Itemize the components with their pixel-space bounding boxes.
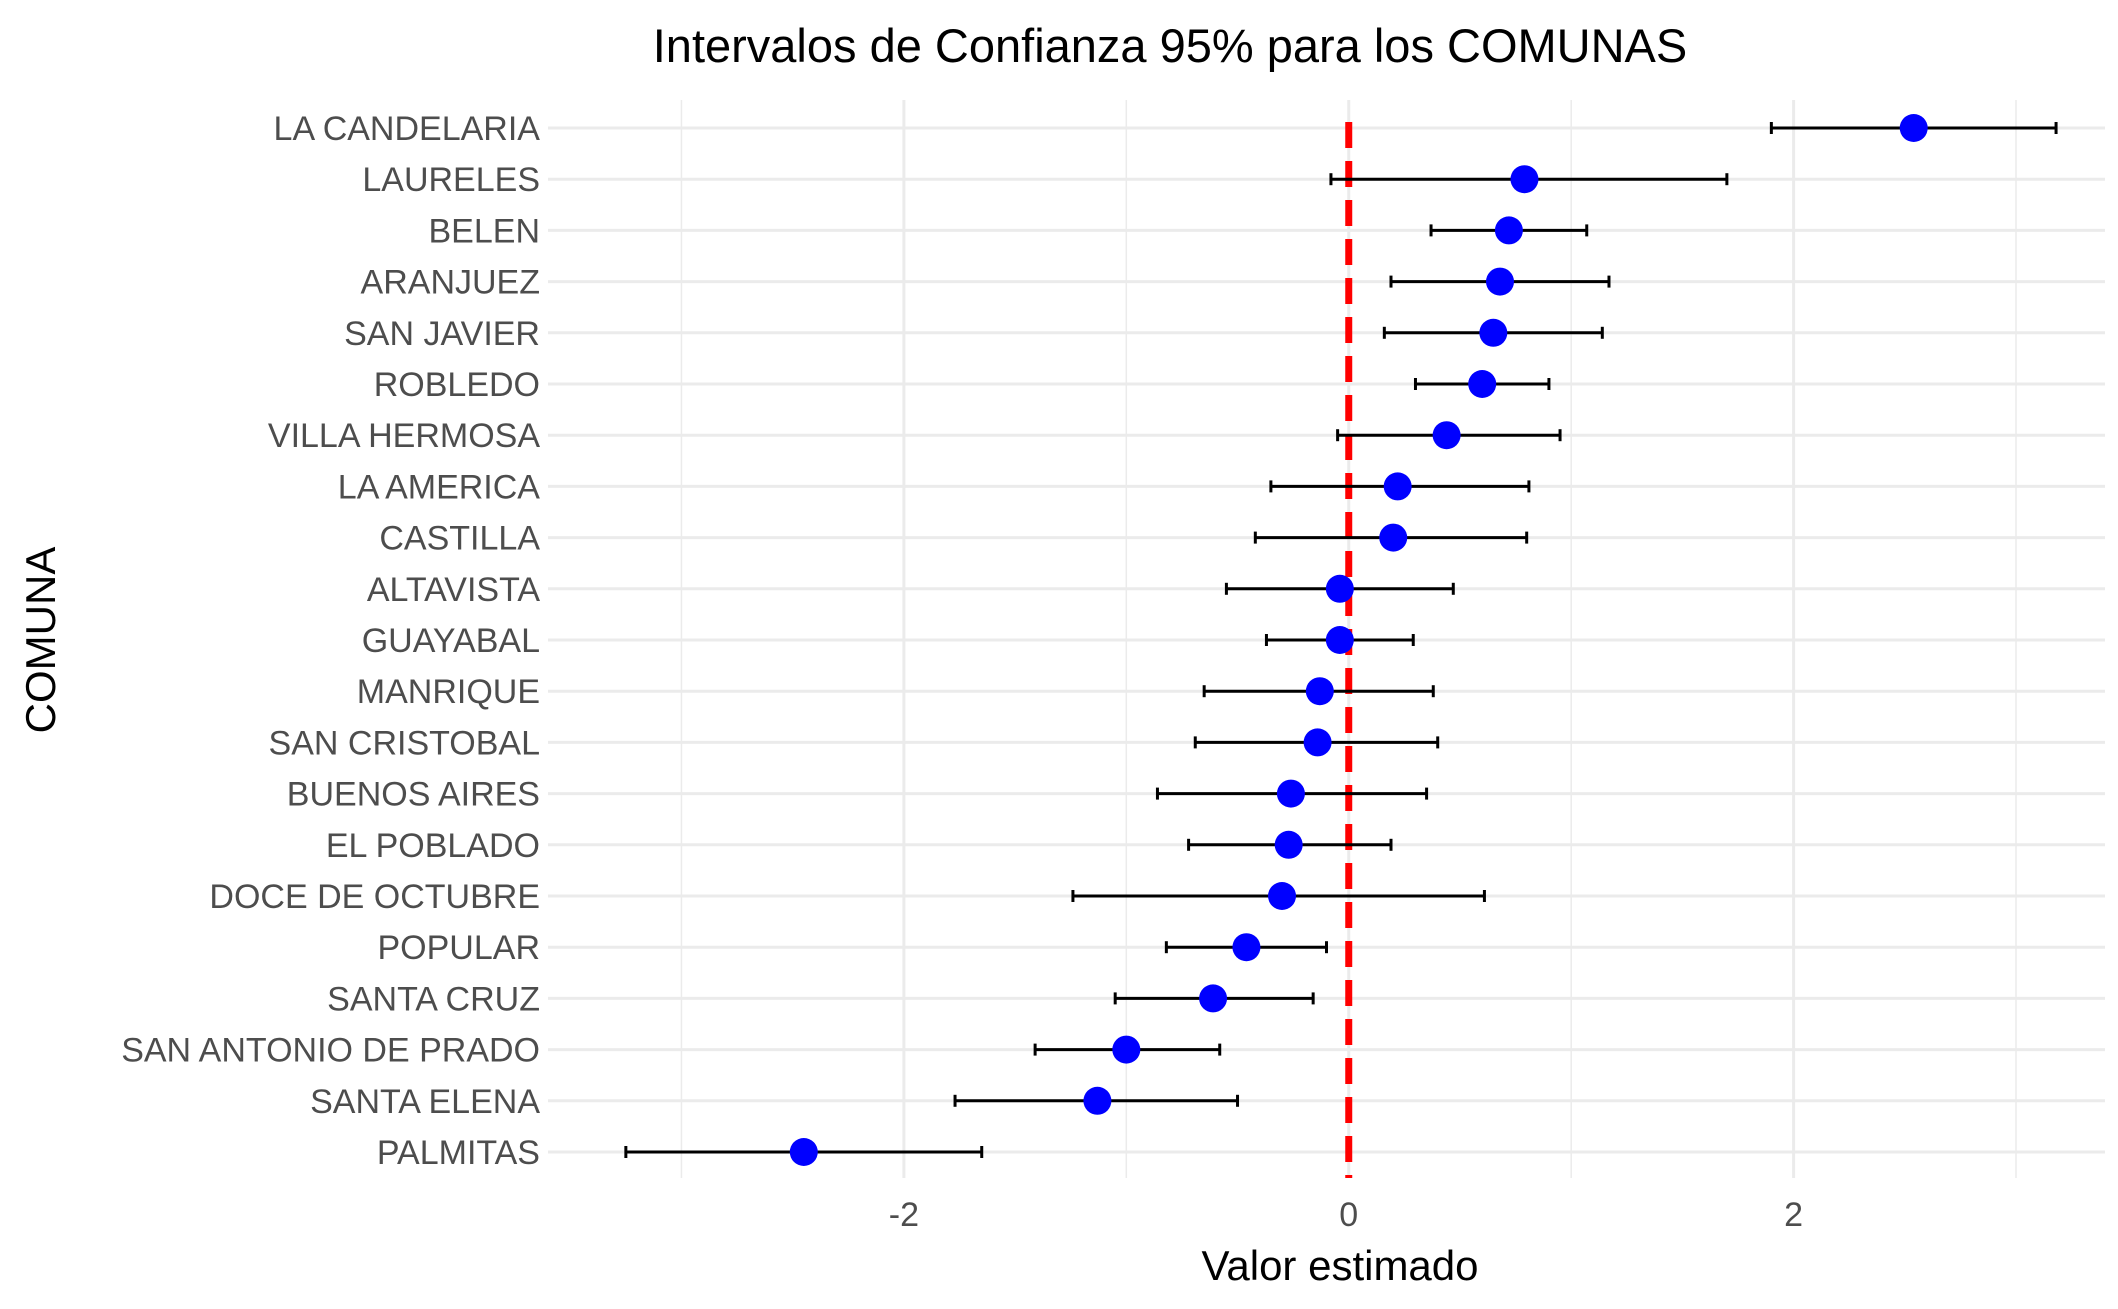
x-tick-label: -2	[889, 1196, 919, 1234]
estimate-point	[1468, 370, 1497, 398]
x-tick-label: 2	[1784, 1196, 1803, 1234]
y-tick-label: ARANJUEZ	[361, 264, 540, 302]
y-tick-label: SANTA CRUZ	[327, 980, 540, 1018]
estimate-point	[1485, 267, 1514, 296]
y-tick-label: LA AMERICA	[338, 468, 541, 506]
estimate-point	[1325, 626, 1354, 654]
estimate-point	[1276, 779, 1305, 808]
y-tick-label: SAN ANTONIO DE PRADO	[121, 1032, 540, 1070]
x-axis-title: Valor estimado	[1201, 1242, 1478, 1289]
y-tick-label: EL POBLADO	[326, 827, 540, 865]
estimate-point	[1303, 728, 1332, 757]
estimate-point	[1232, 933, 1261, 962]
estimate-point	[1494, 216, 1523, 245]
chart-title: Intervalos de Confianza 95% para los COM…	[653, 19, 1687, 72]
y-tick-label: LAURELES	[362, 161, 540, 199]
x-tick-labels: -2 0 2	[889, 1196, 1803, 1234]
y-tick-label: BELEN	[429, 212, 541, 250]
estimate-point	[1325, 574, 1354, 603]
y-tick-label: SANTA ELENA	[310, 1083, 540, 1121]
estimate-point	[1083, 1086, 1112, 1115]
estimate-points	[789, 114, 1928, 1166]
estimate-point	[1510, 165, 1539, 194]
estimate-point	[1268, 882, 1297, 910]
y-tick-label: BUENOS AIRES	[287, 776, 540, 814]
y-axis-title: COMUNA	[17, 547, 64, 734]
y-tick-label: CASTILLA	[379, 520, 540, 558]
estimate-point	[789, 1138, 818, 1166]
y-tick-label: DOCE DE OCTUBRE	[209, 878, 540, 916]
y-tick-label: MANRIQUE	[357, 673, 540, 711]
estimate-point	[1305, 677, 1334, 706]
y-tick-label: ALTAVISTA	[367, 571, 541, 609]
y-tick-label: SAN JAVIER	[344, 315, 540, 353]
y-tick-label: SAN CRISTOBAL	[269, 724, 540, 762]
estimate-point	[1899, 114, 1928, 142]
estimate-point	[1432, 421, 1461, 450]
y-tick-label: LA CANDELARIA	[274, 110, 541, 148]
estimate-point	[1274, 830, 1303, 859]
estimate-point	[1112, 1035, 1141, 1064]
y-tick-label: VILLA HERMOSA	[268, 417, 540, 455]
y-tick-label: ROBLEDO	[374, 366, 540, 404]
y-tick-label: PALMITAS	[377, 1134, 540, 1172]
estimate-point	[1383, 472, 1412, 501]
estimate-point	[1379, 523, 1408, 552]
y-tick-labels: LA CANDELARIA LAURELES BELEN ARANJUEZ SAN JA…	[121, 110, 540, 1172]
estimate-point	[1479, 318, 1508, 347]
y-tick-label: GUAYABAL	[362, 622, 540, 660]
y-tick-label: POPULAR	[378, 929, 541, 967]
x-tick-label: 0	[1339, 1196, 1358, 1234]
estimate-point	[1199, 984, 1228, 1013]
